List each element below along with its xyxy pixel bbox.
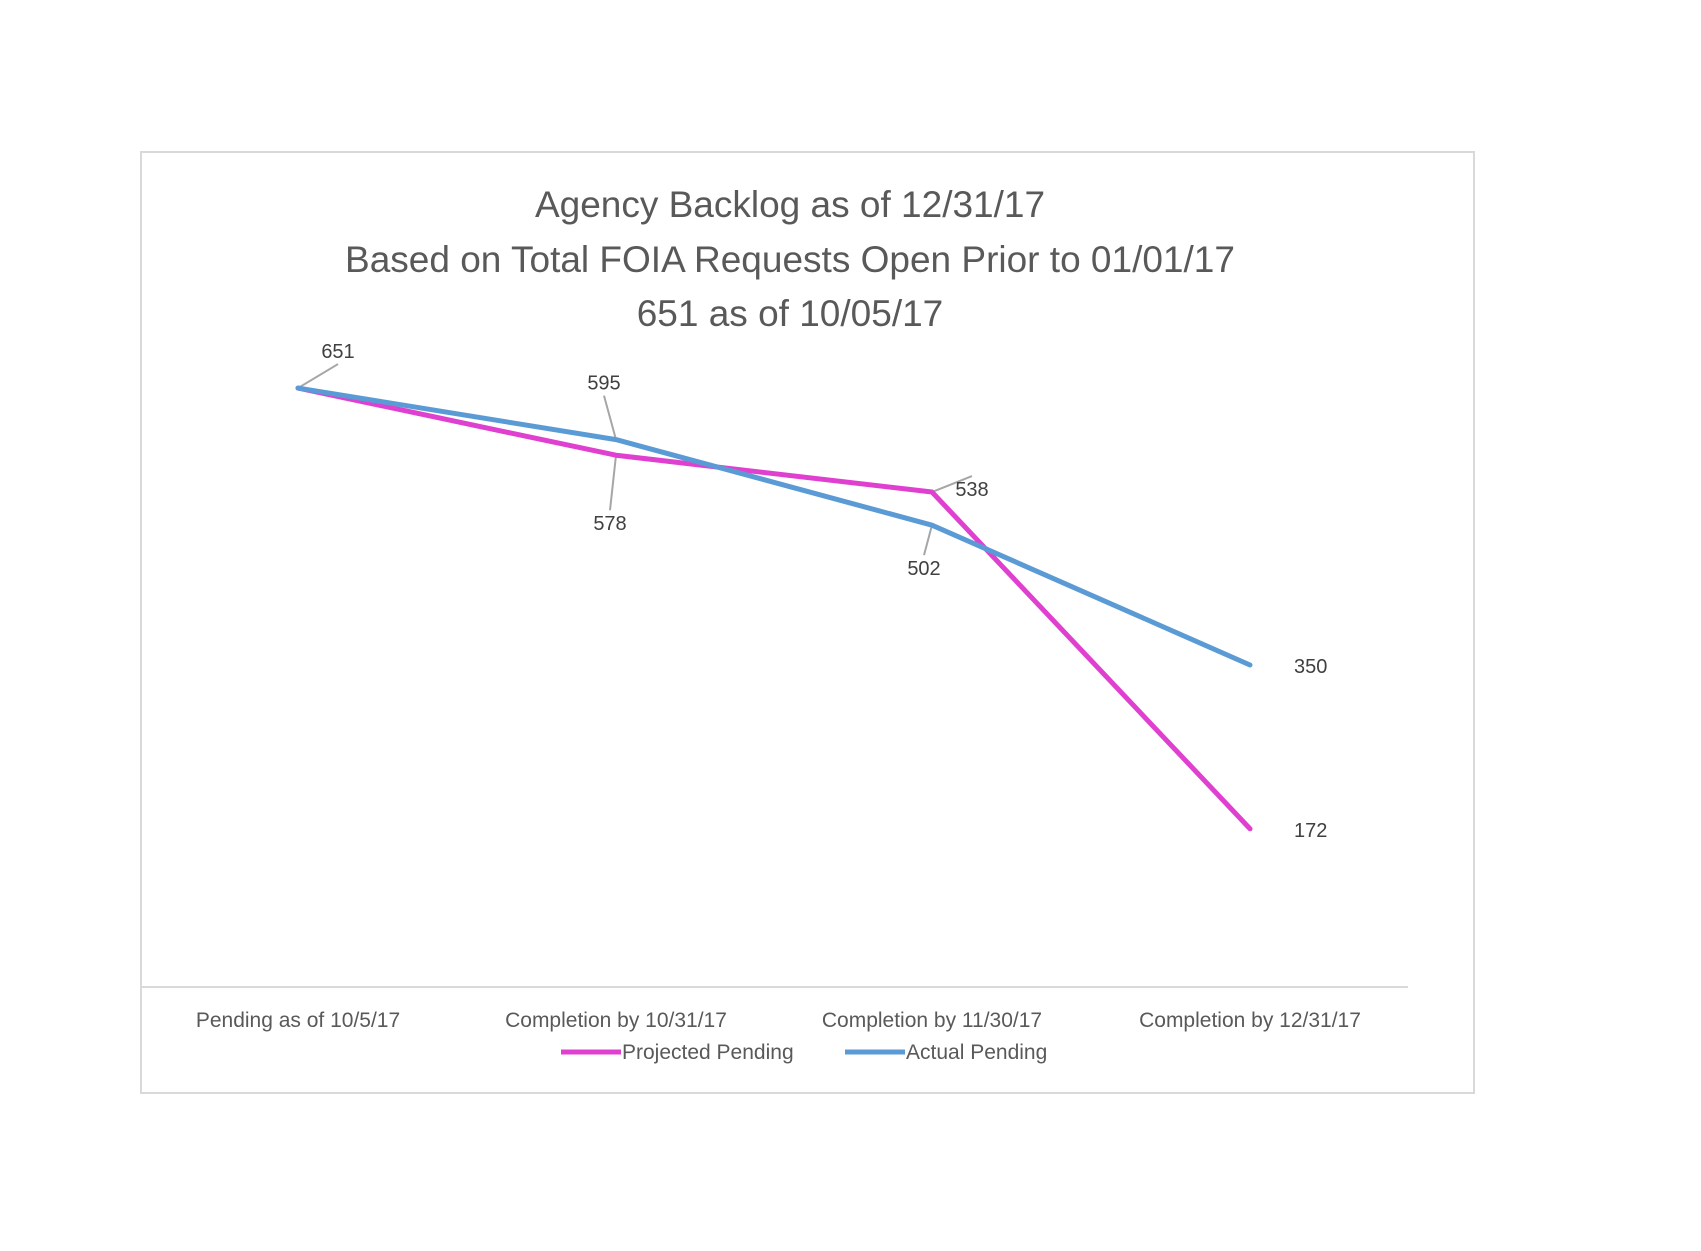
data-label: 578 xyxy=(593,513,626,535)
data-label: 651 xyxy=(321,341,354,363)
data-label-leader xyxy=(923,524,933,556)
x-tick-label: Completion by 10/31/17 xyxy=(505,1009,727,1032)
data-label: 538 xyxy=(955,479,988,501)
data-label: 350 xyxy=(1294,656,1327,678)
series-line-1 xyxy=(295,385,1253,668)
x-tick-label: Completion by 11/30/17 xyxy=(822,1009,1042,1032)
data-label-leader xyxy=(609,455,617,511)
data-label: 172 xyxy=(1294,820,1327,842)
chart-title-line-2: Based on Total FOIA Requests Open Prior … xyxy=(345,239,1235,280)
x-tick-label: Completion by 12/31/17 xyxy=(1139,1009,1361,1032)
data-label: 595 xyxy=(587,373,620,395)
legend-label: Actual Pending xyxy=(906,1041,1047,1064)
data-label-leader xyxy=(603,395,617,440)
data-label-leader xyxy=(931,475,973,493)
x-tick-label: Pending as of 10/5/17 xyxy=(196,1009,400,1032)
chart-title-line-3: 651 as of 10/05/17 xyxy=(637,293,944,334)
legend-label: Projected Pending xyxy=(622,1041,794,1064)
data-label-leader xyxy=(297,363,339,389)
chart-title-line-1: Agency Backlog as of 12/31/17 xyxy=(535,184,1045,225)
series-line-0 xyxy=(295,385,1253,832)
chart-frame xyxy=(140,151,1475,1094)
data-label: 502 xyxy=(907,558,940,580)
